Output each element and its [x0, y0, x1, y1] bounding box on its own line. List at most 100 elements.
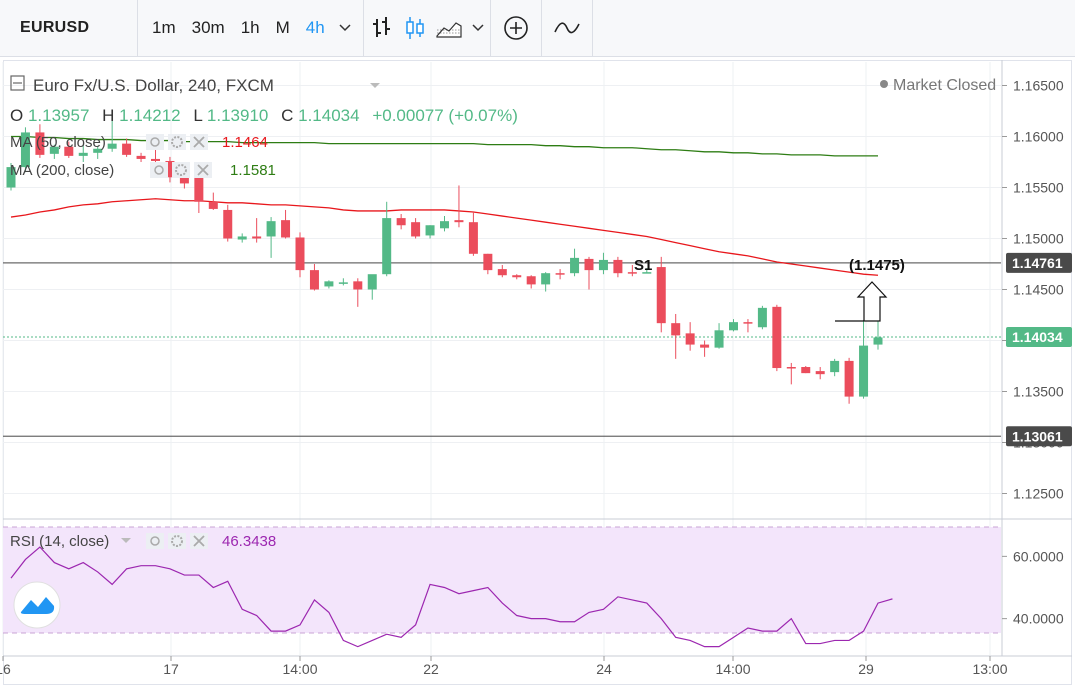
candle-body	[136, 155, 146, 159]
collapse-legend-icon[interactable]	[10, 75, 25, 91]
price-label: 1.13061	[1012, 428, 1063, 444]
bar-style-icon[interactable]	[364, 0, 398, 57]
settings-icon[interactable]	[175, 164, 187, 176]
candle-body	[237, 236, 247, 240]
visibility-icon[interactable]	[150, 536, 160, 546]
candle-body	[786, 367, 796, 369]
rsi-axis[interactable]: 60.0000 40.0000	[1002, 548, 1064, 627]
candle-body	[64, 146, 74, 156]
symbol-search[interactable]: EURUSD	[0, 0, 138, 57]
price-label: 1.14761	[1012, 255, 1063, 271]
timeframe-1h[interactable]: 1h	[240, 18, 260, 37]
remove-icon[interactable]	[193, 535, 205, 547]
time-axis[interactable]: 16 17 14:00 22 24 14:00 29 13:00	[0, 656, 1008, 677]
candle-body	[440, 221, 449, 229]
rsi-controls[interactable]	[146, 533, 208, 549]
candle-body	[700, 344, 710, 348]
candle-body	[584, 258, 594, 271]
candle-body	[281, 220, 291, 238]
candle-body	[266, 221, 276, 237]
candle-body	[801, 367, 811, 374]
candle-body	[107, 143, 117, 149]
candle-body	[815, 371, 825, 375]
high-label: H	[102, 106, 114, 125]
candle-body	[656, 267, 666, 324]
chart-style-chevron-down-icon[interactable]	[466, 0, 490, 57]
timeframe-1m[interactable]: 1m	[152, 18, 176, 37]
ma50-label[interactable]: MA (50, close)	[10, 134, 106, 151]
candle-body	[468, 222, 478, 254]
candle-body	[772, 306, 782, 369]
candle-body	[541, 273, 551, 285]
candle-body	[309, 270, 319, 290]
candle-body	[6, 167, 16, 188]
price-tick-label: 1.12500	[1013, 486, 1064, 502]
price-labels: 1.14761 1.14034 1.13061	[1006, 252, 1072, 447]
high-value: 1.14212	[119, 106, 180, 125]
up-arrow-icon[interactable]	[835, 281, 888, 322]
market-status: Market Closed	[893, 77, 996, 94]
svg-text:O 1.13957 H: O 1.13957 H 1.14212 L 1.13910 C 1.14034 …	[10, 106, 518, 125]
price-tick-label: 1.13500	[1013, 384, 1064, 400]
toolbar-divider	[489, 0, 491, 57]
time-tick-label: 16	[0, 661, 11, 677]
price-label-bg	[1006, 426, 1072, 447]
toolbar-divider	[591, 0, 593, 57]
candle-body	[425, 225, 435, 236]
settings-icon[interactable]	[171, 136, 183, 148]
close-value: 1.14034	[298, 106, 359, 125]
timeframe-4h[interactable]: 4h	[305, 18, 325, 37]
ma50-line	[10, 198, 879, 276]
candle-body	[598, 259, 608, 271]
candle-body	[20, 132, 30, 168]
legend: Euro Fx/U.S. Dollar, 240, FXCM Market Cl…	[10, 75, 996, 550]
price-label-bg	[1006, 327, 1072, 348]
time-tick-label: 14:00	[715, 661, 750, 677]
change-value: +0.00077 (+0.07%)	[372, 106, 518, 125]
ma50-controls[interactable]	[146, 134, 208, 150]
rsi-tick-label: 60.0000	[1013, 548, 1064, 564]
rsi-label[interactable]: RSI (14, close)	[10, 533, 109, 550]
candle-body	[642, 272, 652, 274]
rsi-chevron-down-icon[interactable]	[121, 538, 131, 543]
candle-body	[35, 132, 45, 155]
candlestick-series	[6, 112, 883, 404]
price-tick-label: 1.16000	[1013, 129, 1064, 145]
candle-body	[729, 322, 738, 331]
logo-icon[interactable]	[13, 581, 61, 629]
timeframe-chevron-down-icon[interactable]	[333, 0, 357, 57]
title-chevron-down-icon[interactable]	[370, 83, 380, 88]
timeframe-group: 1m 30m 1h M 4h	[138, 0, 364, 57]
visibility-icon[interactable]	[150, 137, 160, 147]
add-compare-icon[interactable]	[491, 0, 541, 57]
candle-body	[179, 176, 189, 184]
rsi-value: 46.3438	[222, 533, 276, 550]
candle-body	[194, 171, 204, 202]
candle-body	[165, 160, 175, 178]
low-value: 1.13910	[207, 106, 268, 125]
ma200-label[interactable]: MA (200, close)	[10, 162, 114, 179]
settings-icon[interactable]	[171, 535, 183, 547]
time-tick-label: 14:00	[282, 661, 317, 677]
candle-body	[526, 276, 536, 285]
horizontal-levels	[3, 262, 1001, 437]
visibility-icon[interactable]	[154, 165, 164, 175]
rsi-series	[10, 546, 893, 648]
candle-body	[411, 222, 421, 237]
timeframe-month[interactable]: M	[275, 18, 290, 37]
area-style-icon[interactable]	[432, 0, 466, 57]
ma200-controls[interactable]	[150, 162, 212, 178]
candle-body	[295, 237, 305, 271]
indicators-icon[interactable]	[542, 0, 592, 57]
price-tick-label: 1.15500	[1013, 180, 1064, 196]
timeframe-30m[interactable]: 30m	[191, 18, 225, 37]
price-label-bg	[1006, 252, 1072, 273]
candle-body	[671, 323, 681, 336]
candle-style-icon[interactable]	[398, 0, 432, 57]
candle-body	[49, 146, 59, 154]
grid	[2, 62, 1001, 655]
time-tick-label: 24	[596, 661, 612, 677]
remove-icon[interactable]	[197, 164, 209, 176]
remove-icon[interactable]	[193, 136, 205, 148]
